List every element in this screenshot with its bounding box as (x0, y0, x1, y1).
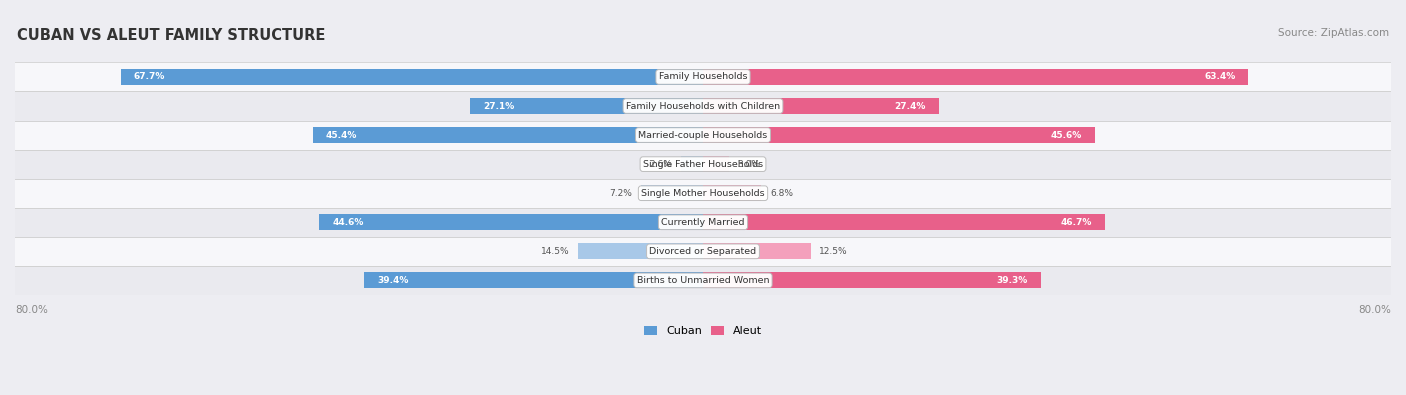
Text: 67.7%: 67.7% (134, 72, 165, 81)
Bar (703, 243, 810, 260)
Text: 27.4%: 27.4% (894, 102, 925, 111)
Bar (703, 185, 762, 201)
Text: 80.0%: 80.0% (1358, 305, 1391, 315)
Text: Births to Unmarried Women: Births to Unmarried Women (637, 276, 769, 285)
Bar (703, 214, 1105, 230)
Text: 7.2%: 7.2% (610, 189, 633, 198)
Text: Single Mother Households: Single Mother Households (641, 189, 765, 198)
Text: Single Father Households: Single Father Households (643, 160, 763, 169)
Bar (703, 273, 1040, 288)
Text: 44.6%: 44.6% (332, 218, 364, 227)
Bar (578, 243, 703, 260)
Bar (0, 92, 1406, 120)
Text: Divorced or Separated: Divorced or Separated (650, 247, 756, 256)
Text: 45.4%: 45.4% (325, 131, 357, 139)
Text: 45.6%: 45.6% (1052, 131, 1083, 139)
Text: 3.0%: 3.0% (737, 160, 761, 169)
Text: Married-couple Households: Married-couple Households (638, 131, 768, 139)
Bar (0, 150, 1406, 179)
Bar (703, 156, 728, 172)
Bar (703, 127, 1095, 143)
Text: 2.6%: 2.6% (650, 160, 672, 169)
Bar (0, 266, 1406, 295)
Text: CUBAN VS ALEUT FAMILY STRUCTURE: CUBAN VS ALEUT FAMILY STRUCTURE (17, 28, 325, 43)
Bar (0, 62, 1406, 92)
Text: Source: ZipAtlas.com: Source: ZipAtlas.com (1278, 28, 1389, 38)
Text: 12.5%: 12.5% (820, 247, 848, 256)
Bar (0, 237, 1406, 266)
Bar (641, 185, 703, 201)
Text: 27.1%: 27.1% (482, 102, 515, 111)
Text: Family Households: Family Households (659, 72, 747, 81)
Bar (312, 127, 703, 143)
Bar (0, 208, 1406, 237)
Bar (470, 98, 703, 114)
Bar (681, 156, 703, 172)
Text: 39.4%: 39.4% (377, 276, 408, 285)
Bar (121, 69, 703, 85)
Bar (703, 98, 939, 114)
Text: Family Households with Children: Family Households with Children (626, 102, 780, 111)
Bar (364, 273, 703, 288)
Text: 80.0%: 80.0% (15, 305, 48, 315)
Text: 14.5%: 14.5% (541, 247, 569, 256)
Text: 46.7%: 46.7% (1060, 218, 1091, 227)
Text: 39.3%: 39.3% (997, 276, 1028, 285)
Text: 63.4%: 63.4% (1204, 72, 1236, 81)
Bar (0, 179, 1406, 208)
Text: 6.8%: 6.8% (770, 189, 793, 198)
Bar (0, 120, 1406, 150)
Legend: Cuban, Aleut: Cuban, Aleut (640, 321, 766, 340)
Bar (319, 214, 703, 230)
Text: Currently Married: Currently Married (661, 218, 745, 227)
Bar (703, 69, 1249, 85)
